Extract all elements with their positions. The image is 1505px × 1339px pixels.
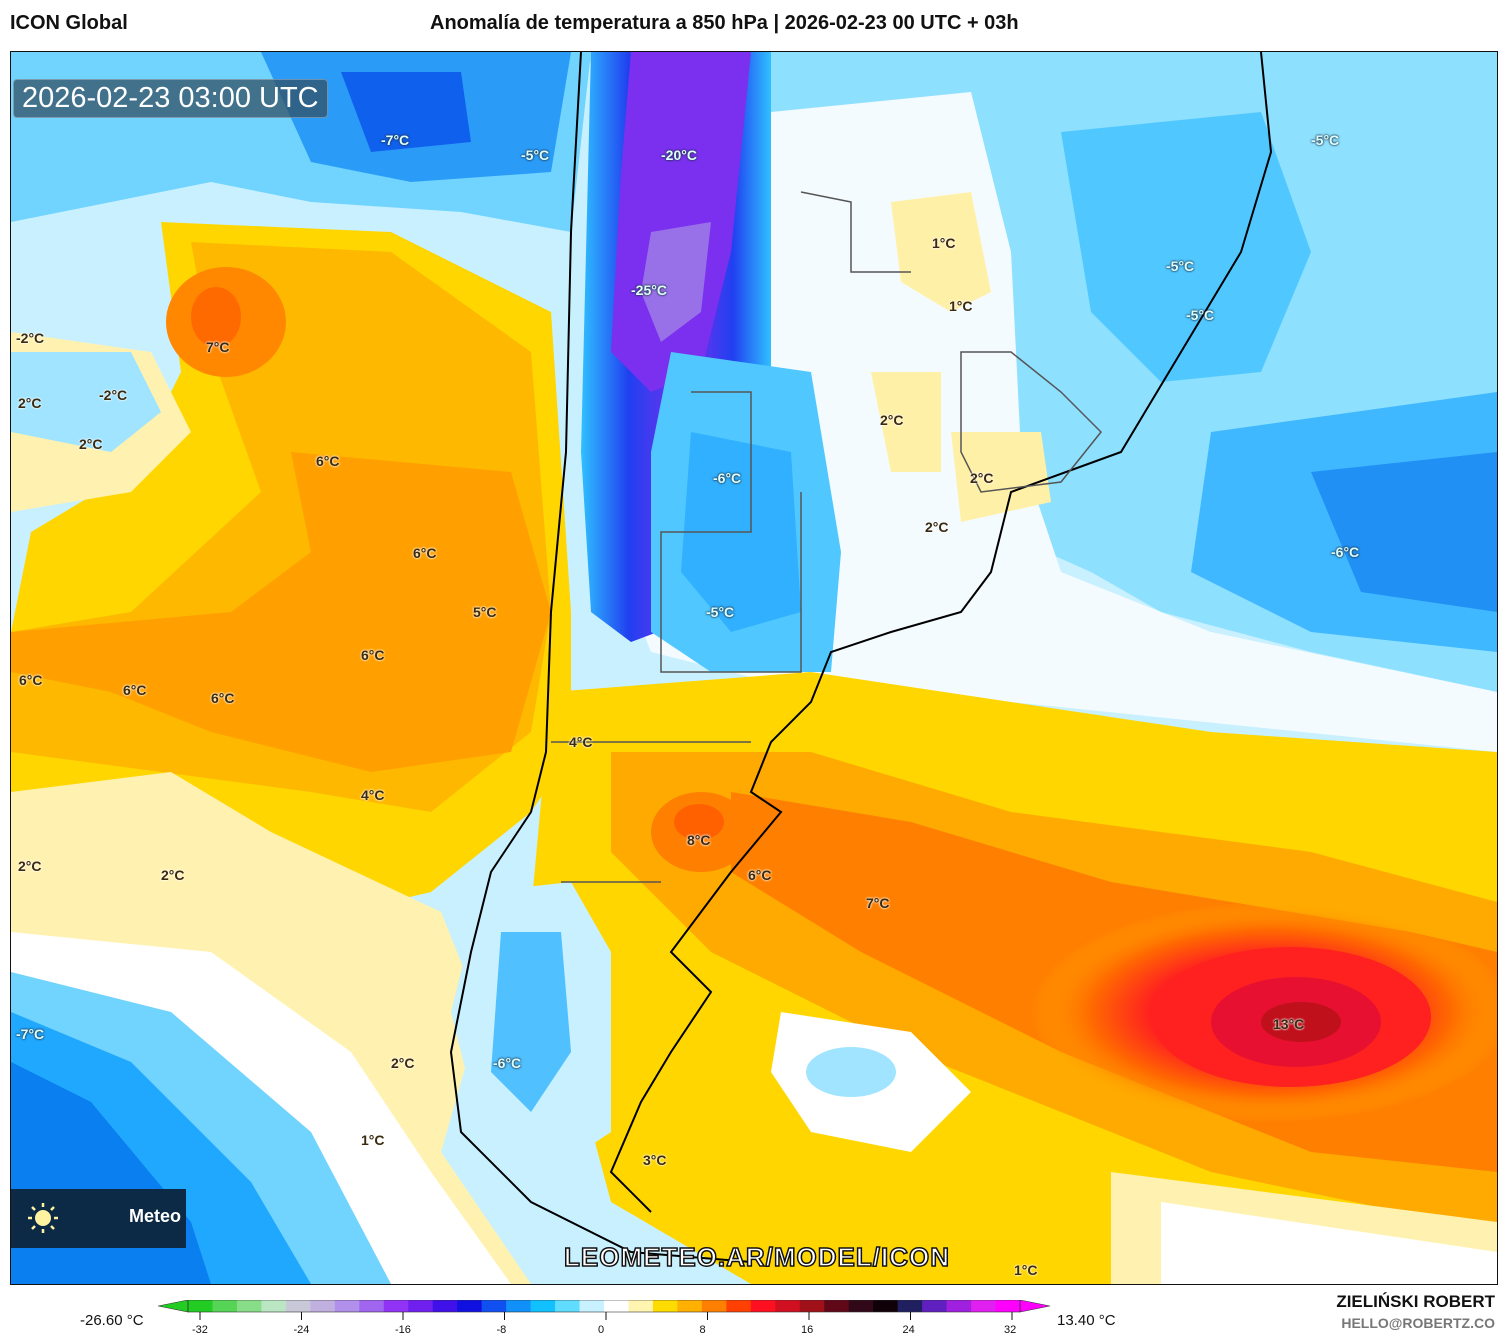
temperature-label: 6°C xyxy=(748,867,772,883)
temperature-label: 6°C xyxy=(361,647,385,663)
temperature-label: -5°C xyxy=(521,147,550,163)
colorbar-max-label: 13.40 °C xyxy=(1057,1312,1116,1329)
temperature-label: 7°C xyxy=(206,339,230,355)
colorbar-tick-label: -8 xyxy=(496,1324,507,1336)
colorbar-tick-label: 32 xyxy=(1004,1324,1017,1336)
temperature-label: 6°C xyxy=(19,672,43,688)
colorbar-tick-label: 24 xyxy=(902,1324,915,1336)
temperature-label: 2°C xyxy=(970,470,994,486)
temperature-label: 2°C xyxy=(880,412,904,428)
model-name: ICON Global xyxy=(10,12,128,34)
author-email[interactable]: HELLO@ROBERTZ.CO xyxy=(1341,1315,1495,1331)
temperature-label: 2°C xyxy=(79,436,103,452)
temperature-label: -6°C xyxy=(1331,544,1360,560)
temperature-label: 2°C xyxy=(161,867,185,883)
sun-icon xyxy=(28,1203,58,1233)
temperature-label: -20°C xyxy=(661,147,697,163)
temperature-label: -2°C xyxy=(16,330,45,346)
temperature-label: 4°C xyxy=(361,787,385,803)
temperature-label: 1°C xyxy=(361,1132,385,1148)
temperature-label: 6°C xyxy=(316,453,340,469)
temperature-label: 2°C xyxy=(391,1055,415,1071)
temperature-label: 6°C xyxy=(211,690,235,706)
temperature-label: 1°C xyxy=(949,298,973,314)
temperature-label: 6°C xyxy=(123,682,147,698)
temperature-label: 3°C xyxy=(643,1152,667,1168)
watermark-url: LEOMETEO.AR/MODEL/ICON xyxy=(563,1241,950,1273)
temperature-label: -6°C xyxy=(493,1055,522,1071)
map-fill xyxy=(11,52,1497,1284)
colorbar-min-label: -26.60 °C xyxy=(80,1312,144,1329)
timestamp-badge: 2026-02-23 03:00 UTC xyxy=(13,79,328,118)
temperature-label: 2°C xyxy=(18,858,42,874)
colorbar-tick-label: -16 xyxy=(395,1324,411,1336)
colorbar xyxy=(158,1300,1051,1320)
temperature-label: 1°C xyxy=(1014,1262,1038,1278)
colorbar-tick-label: -24 xyxy=(293,1324,310,1336)
colorbar-tick-label: 0 xyxy=(598,1324,605,1336)
colorbar-tick-label: 16 xyxy=(801,1324,814,1336)
colorbar-tick-label: 8 xyxy=(699,1324,706,1336)
temperature-label: -7°C xyxy=(381,132,410,148)
temperature-label: 7°C xyxy=(866,895,890,911)
colorbar-tick-label: -32 xyxy=(192,1324,208,1336)
temperature-label: 13°C xyxy=(1273,1016,1305,1032)
temperature-label: -5°C xyxy=(1166,258,1195,274)
logo-text: Meteo xyxy=(129,1206,182,1226)
chart-title: Anomalía de temperatura a 850 hPa | 2026… xyxy=(430,12,1019,34)
temperature-label: 4°C xyxy=(569,734,593,750)
temperature-label: 8°C xyxy=(687,832,711,848)
author-name: ZIELIŃSKI ROBERT xyxy=(1336,1292,1495,1311)
temperature-label: -5°C xyxy=(706,604,735,620)
temperature-label: -25°C xyxy=(631,282,667,298)
temperature-label: -5°C xyxy=(1186,307,1215,323)
meteo-logo[interactable]: Meteo xyxy=(11,1189,186,1248)
temperature-anomaly-map: 2026-02-23 03:00 UTC -7°C -5°C -20°C -25°C -… xyxy=(10,51,1498,1285)
temperature-label: 2°C xyxy=(18,395,42,411)
temperature-label: 2°C xyxy=(925,519,949,535)
temperature-label: -7°C xyxy=(16,1026,45,1042)
temperature-label: 6°C xyxy=(413,545,437,561)
temperature-label: 1°C xyxy=(932,235,956,251)
temperature-label: -2°C xyxy=(99,387,128,403)
temperature-label: 5°C xyxy=(473,604,497,620)
temperature-label: -5°C xyxy=(1311,132,1340,148)
temperature-label: -6°C xyxy=(713,470,742,486)
